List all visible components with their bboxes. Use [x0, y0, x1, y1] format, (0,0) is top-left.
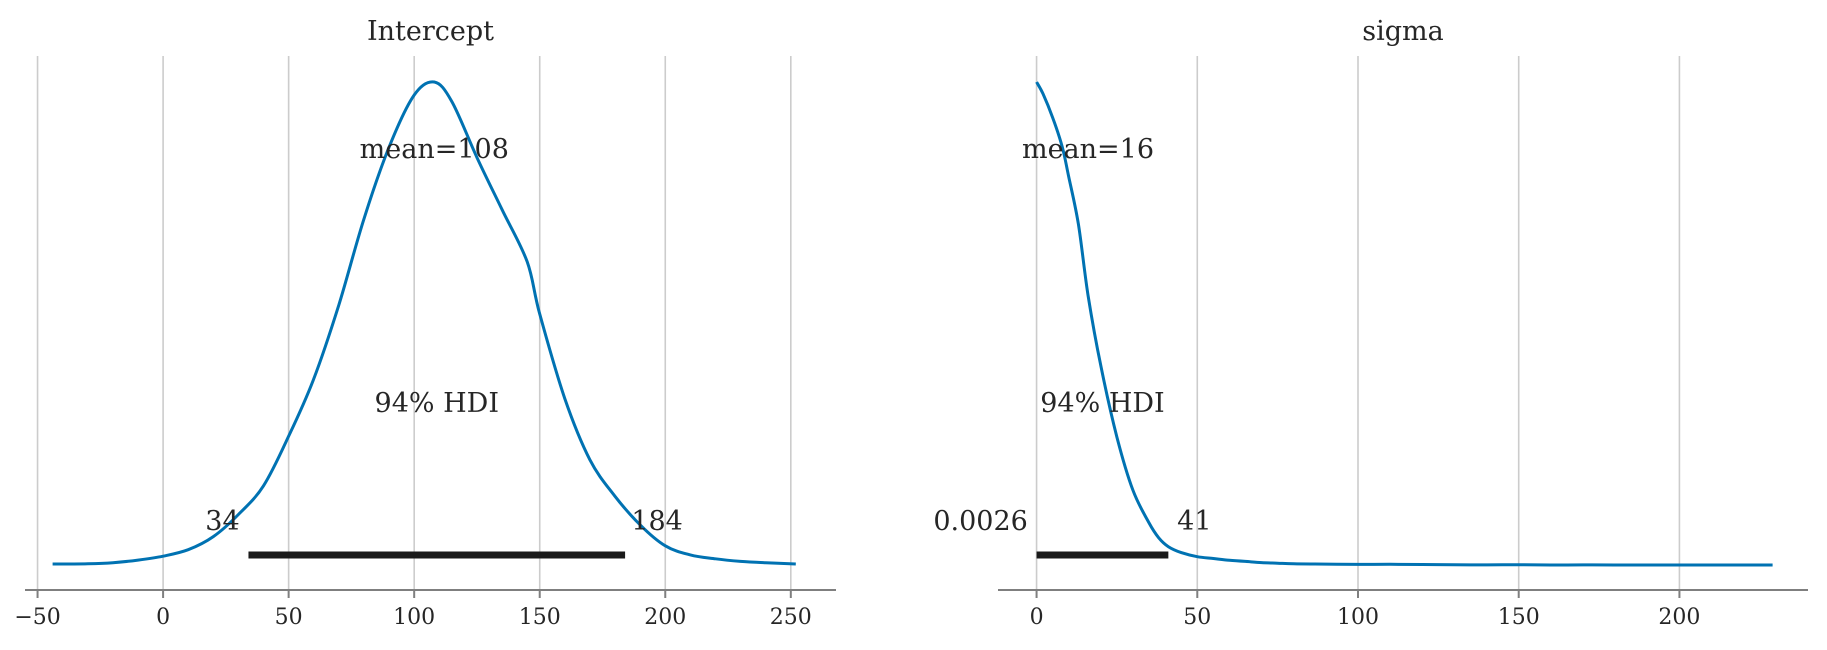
intercept-tick-label: 50 [275, 605, 303, 630]
intercept-density-line [52, 80, 796, 566]
intercept-x-ticks: −50 0 50 100 150 200 250 [14, 590, 812, 630]
intercept-tick-label: 200 [644, 605, 686, 630]
intercept-tick-label: 150 [519, 605, 561, 630]
intercept-tick-label: 100 [393, 605, 435, 630]
sigma-tick-label: 0 [1030, 605, 1044, 630]
sigma-mean-label: mean=16 [1022, 134, 1154, 165]
sigma-tick-label: 200 [1658, 605, 1700, 630]
sigma-grid [1035, 56, 1681, 590]
sigma-hdi-label: 94% HDI [1040, 388, 1164, 419]
sigma-panel: 0 50 100 150 200 sigma mean=16 94% HDI 0.002… [933, 16, 1808, 630]
sigma-title: sigma [1362, 16, 1443, 47]
intercept-mean-label: mean=108 [360, 134, 509, 165]
sigma-tick-label: 100 [1337, 605, 1379, 630]
intercept-tick-label: 250 [770, 605, 812, 630]
intercept-hdi-label: 94% HDI [375, 388, 499, 419]
sigma-tick-label: 50 [1183, 605, 1211, 630]
sigma-x-ticks: 0 50 100 150 200 [1030, 590, 1700, 630]
intercept-hdi-high-label: 184 [631, 506, 683, 537]
sigma-tick-label: 150 [1498, 605, 1540, 630]
sigma-hdi-high-label: 41 [1177, 506, 1211, 537]
sigma-hdi-low-label: 0.0026 [933, 506, 1027, 537]
intercept-grid [36, 56, 792, 590]
intercept-panel: −50 0 50 100 150 200 250 Intercept mean=108 94… [14, 16, 836, 630]
intercept-tick-label: −50 [14, 605, 60, 630]
intercept-hdi-low-label: 34 [205, 506, 239, 537]
intercept-tick-label: 0 [156, 605, 170, 630]
sigma-density-line [1035, 81, 1773, 567]
intercept-title: Intercept [367, 16, 494, 47]
